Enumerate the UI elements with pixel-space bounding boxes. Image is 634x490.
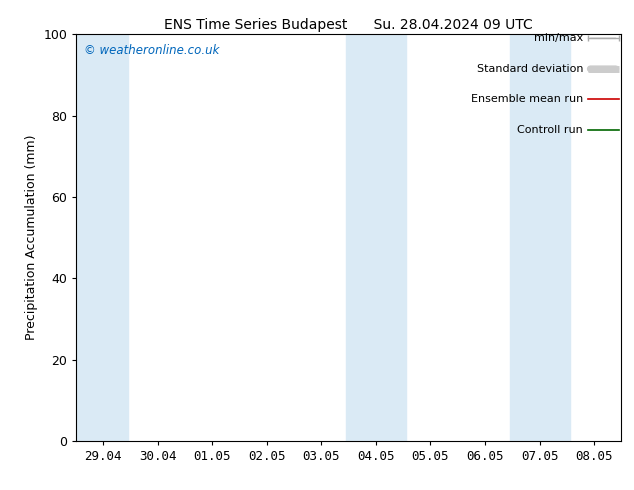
Bar (510, 34, 569, 441)
Text: min/max: min/max (534, 33, 583, 44)
Y-axis label: Precipitation Accumulation (mm): Precipitation Accumulation (mm) (25, 135, 37, 341)
Text: Standard deviation: Standard deviation (477, 64, 583, 74)
Bar (346, 34, 406, 441)
Text: Ensemble mean run: Ensemble mean run (471, 95, 583, 104)
Text: Controll run: Controll run (517, 125, 583, 135)
Bar (76, 34, 128, 441)
Text: © weatheronline.co.uk: © weatheronline.co.uk (84, 45, 219, 57)
Title: ENS Time Series Budapest      Su. 28.04.2024 09 UTC: ENS Time Series Budapest Su. 28.04.2024 … (164, 18, 533, 32)
